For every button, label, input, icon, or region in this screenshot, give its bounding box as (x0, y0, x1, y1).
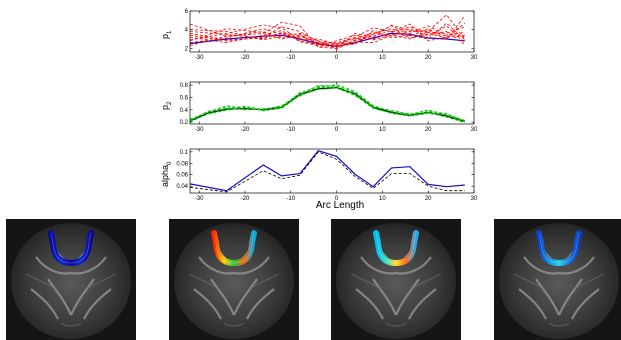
series-line-3 (189, 87, 465, 123)
x-tick-label: 20 (425, 127, 432, 133)
chart-p1: p1 -30 -20 -10 0 10 20 30 2 4 6 (160, 9, 478, 61)
series-line-10 (189, 28, 466, 47)
y-tick-label: 0.2 (180, 120, 189, 126)
x-tick-label: 0 (335, 127, 339, 133)
chart-p2: p2 -30 -20 -10 0 10 20 30 0.2 0.4 0.6 0.8 (160, 81, 478, 133)
x-tick-label: 0 (335, 196, 339, 202)
axes-frame (189, 81, 475, 125)
y-tick-label: 2 (185, 46, 189, 52)
series-line-5 (189, 15, 466, 46)
ylabel-p1: p1 (160, 30, 173, 39)
series-line-2 (189, 151, 465, 193)
axes-frame (189, 10, 475, 53)
y-tick-label: 0.4 (180, 108, 189, 114)
x-tick-label: -30 (195, 127, 204, 133)
brain-image-3 (331, 219, 461, 340)
series-line-1 (189, 150, 465, 192)
x-tick-label: -20 (241, 55, 250, 61)
series-line-7 (189, 86, 465, 124)
y-tick-label: 0.06 (176, 173, 188, 179)
y-tick-label: 0.04 (176, 184, 188, 190)
x-tick-label: -10 (286, 55, 295, 61)
y-tick-label: 6 (185, 9, 189, 15)
ylabel-alpha0: alpha0 (160, 161, 173, 187)
brain-tract-render (169, 219, 299, 340)
x-tick-label: -20 (241, 127, 250, 133)
x-tick-label: 10 (379, 127, 386, 133)
x-tick-label: -10 (286, 196, 295, 202)
x-tick-label: -20 (241, 196, 250, 202)
y-tick-label: 0.1 (180, 150, 189, 156)
ylabel-p2: p2 (160, 101, 173, 110)
x-tick-label: 20 (425, 55, 432, 61)
series-line-6 (189, 25, 466, 46)
x-tick-label: 10 (379, 55, 386, 61)
series-line-7 (189, 25, 465, 50)
x-tick-label: 20 (425, 196, 432, 202)
series-line-8 (189, 22, 466, 47)
series-line-2 (189, 14, 466, 49)
brain-image-4 (494, 219, 621, 340)
y-tick-label: 0.6 (180, 95, 189, 101)
brain-tract-render (331, 219, 461, 340)
y-tick-label: 0.08 (176, 161, 188, 167)
chart-alpha0: alpha0 Arc Length -30 -20 -10 0 10 20 30 0.04 0.… (160, 148, 478, 211)
series-line-5 (189, 84, 465, 123)
x-tick-label: 0 (335, 55, 339, 61)
series-line-6 (189, 84, 465, 122)
x-tick-label: 30 (471, 55, 478, 61)
series-line-9 (189, 22, 466, 44)
series-line-1 (189, 86, 465, 123)
brain-tract-render (494, 219, 621, 340)
brain-tract-render (6, 219, 136, 340)
x-tick-label: -30 (195, 55, 204, 61)
series-line-11 (189, 30, 465, 45)
xlabel-arc-length: Arc Length (316, 200, 364, 211)
x-tick-label: 10 (379, 196, 386, 202)
axes-frame (189, 148, 475, 194)
brain-image-2 (169, 219, 299, 340)
y-tick-label: 4 (185, 28, 189, 34)
y-tick-label: 0.8 (180, 83, 189, 89)
x-tick-label: 30 (471, 127, 478, 133)
brain-image-1 (6, 219, 136, 340)
x-tick-label: -10 (286, 127, 295, 133)
x-tick-label: -30 (195, 196, 204, 202)
series-line-4 (189, 86, 465, 122)
x-tick-label: 30 (471, 196, 478, 202)
series-line-2 (189, 85, 465, 122)
